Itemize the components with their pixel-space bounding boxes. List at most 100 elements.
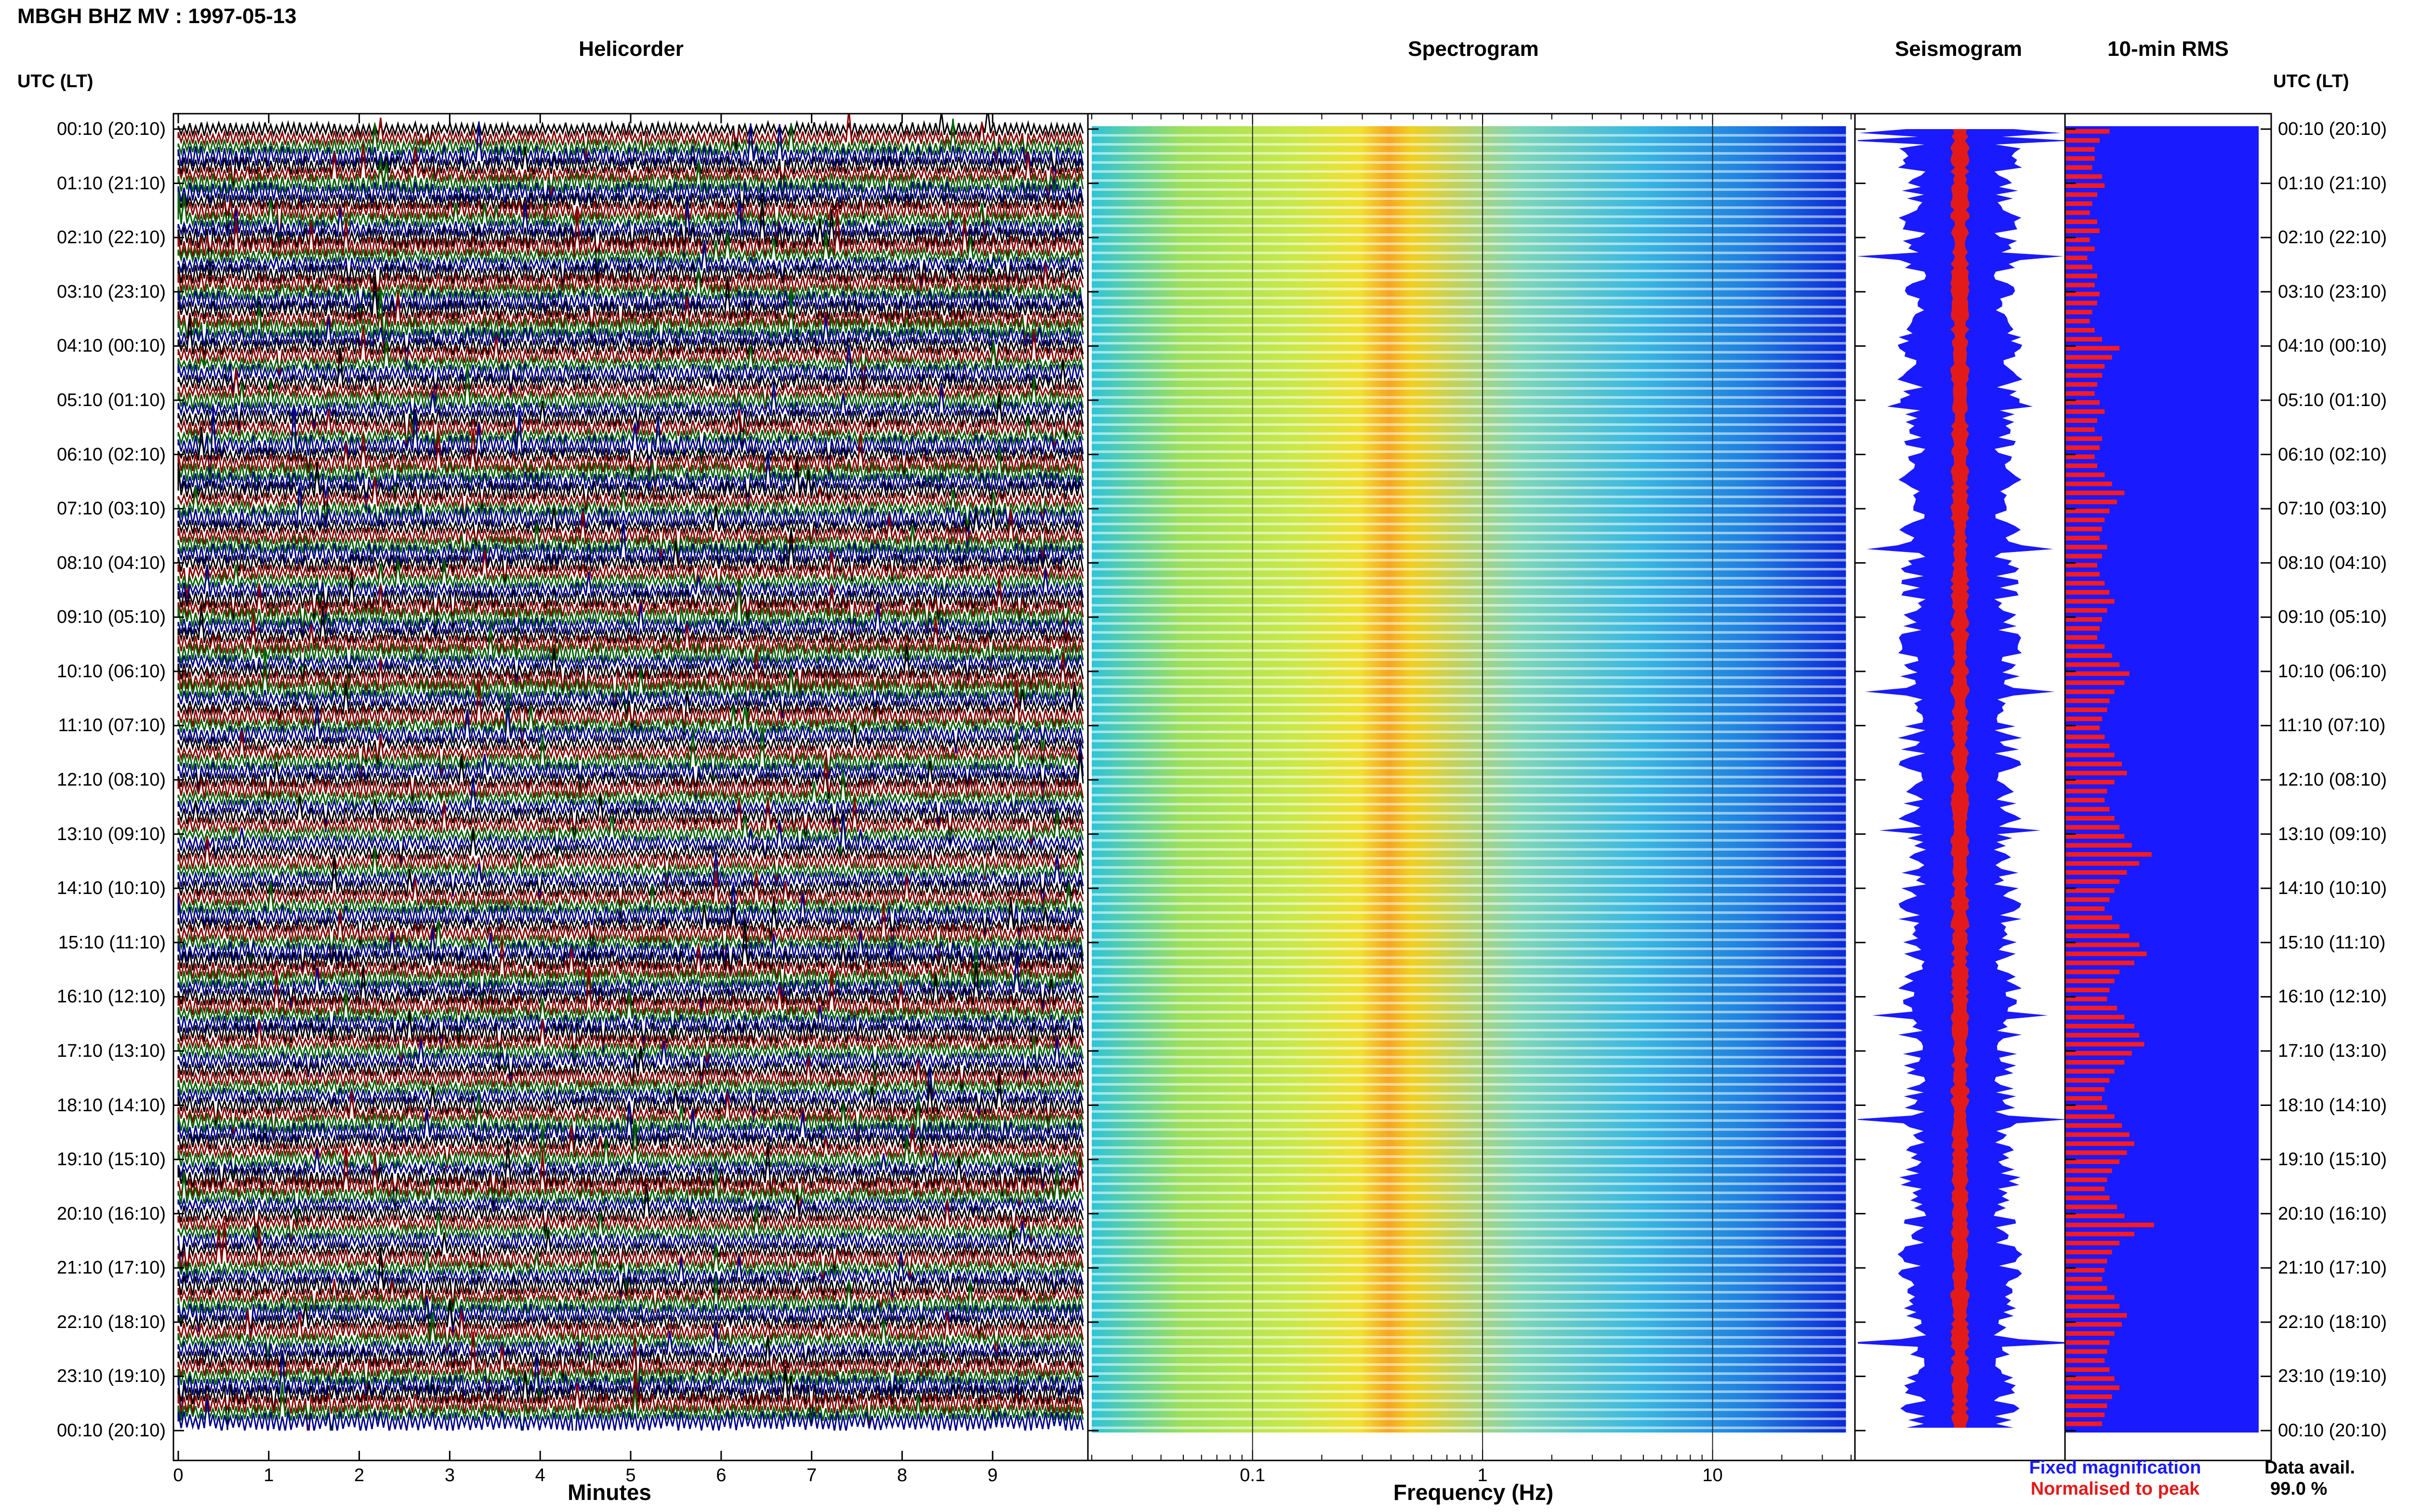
spectrogram-row-gap (1092, 1408, 1846, 1411)
time-label-left: 03:10 (23:10) (56, 281, 166, 302)
spectrogram-row-gap (1092, 595, 1846, 598)
spectrogram-row-gap (1092, 568, 1846, 571)
helicorder-trace (177, 941, 1084, 1009)
spectrogram-row-gap (1092, 261, 1846, 263)
spectrogram-row-gap (1092, 1399, 1846, 1402)
helicorder-trace (177, 1147, 1084, 1192)
spectrogram-row-gap (1092, 269, 1846, 273)
helicorder-trace (177, 290, 1084, 312)
time-label-right: 08:10 (04:10) (2278, 552, 2387, 573)
spectrogram-row-gap (1092, 739, 1846, 742)
helicorder-trace (177, 847, 1084, 880)
spectrogram-row-gap (1092, 432, 1846, 435)
rms-bar (2065, 707, 2107, 712)
rms-bar (2065, 364, 2105, 369)
rms-bar (2065, 1421, 2102, 1426)
helicorder-trace (177, 870, 1084, 914)
spectrogram-row-gap (1092, 1011, 1846, 1013)
helicorder-x-tick-label: 2 (354, 1465, 365, 1486)
spectrogram-row-gap (1092, 1191, 1846, 1194)
rms-bar (2065, 1249, 2112, 1255)
rms-bar (2065, 590, 2110, 595)
rms-bar (2065, 735, 2105, 739)
rms-bar (2065, 1277, 2102, 1282)
time-label-right: 20:10 (16:10) (2278, 1203, 2387, 1224)
rms-bar (2065, 752, 2115, 758)
time-label-left: 21:10 (17:10) (56, 1258, 166, 1278)
rms-bar (2065, 1213, 2125, 1219)
helicorder-trace (177, 1381, 1084, 1431)
helicorder-trace (177, 519, 1084, 565)
rms-bar (2065, 1006, 2117, 1011)
rms-bar (2065, 843, 2132, 848)
spectrogram-row-gap (1092, 1137, 1846, 1140)
helicorder-trace (177, 427, 1084, 481)
time-label-left: 00:10 (20:10) (56, 1420, 166, 1441)
spectrogram-row-gap (1092, 640, 1846, 643)
spectrogram-row-gap (1092, 324, 1846, 327)
rms-bar (2065, 1232, 2134, 1236)
spectrogram-row-gap (1092, 848, 1846, 851)
helicorder-trace (177, 881, 1084, 930)
helicorder-trace (177, 652, 1084, 688)
time-label-right: 13:10 (09:10) (2278, 824, 2387, 844)
rms-bar (2065, 563, 2097, 568)
spectrogram-row-gap (1092, 215, 1846, 218)
spectrogram-row-gap (1092, 1227, 1846, 1231)
helicorder-trace (177, 1322, 1084, 1368)
axis-ticks (173, 114, 2271, 1460)
helicorder-trace (177, 1037, 1084, 1089)
helicorder-trace (177, 509, 1084, 567)
helicorder-trace (177, 1248, 1084, 1310)
spectrogram-row-gap (1092, 531, 1846, 535)
rms-bar (2065, 852, 2152, 857)
rms-bar (2065, 825, 2119, 830)
helicorder-trace (177, 1166, 1084, 1228)
time-label-left: 14:10 (10:10) (56, 878, 166, 899)
helicorder-trace (177, 240, 1084, 295)
spectrogram-row-gap (1092, 315, 1846, 317)
spectrogram-x-label: Frequency (Hz) (1393, 1480, 1554, 1505)
spectrogram-row-gap (1092, 893, 1846, 896)
spectrogram-row-gap (1092, 1309, 1846, 1312)
helicorder-trace (177, 1195, 1084, 1215)
rms-bar (2065, 463, 2097, 468)
time-label-right: 01:10 (21:10) (2278, 173, 2387, 194)
rms-bar (2065, 156, 2095, 161)
rms-bar (2065, 301, 2097, 305)
spectrogram-row-gap (1092, 577, 1846, 580)
helicorder-trace (177, 1220, 1084, 1274)
rms-bar (2065, 373, 2102, 378)
rms-bar (2065, 509, 2110, 513)
spectrogram-row-gap (1092, 1092, 1846, 1095)
rms-bar (2065, 382, 2097, 387)
rms-bar (2065, 237, 2090, 242)
helicorder-x-tick-label: 6 (716, 1465, 727, 1486)
rms-bar (2065, 183, 2105, 188)
spectrogram-row-gap (1092, 1110, 1846, 1113)
seismogram-plot (1858, 129, 2065, 1428)
rms-bar (2065, 725, 2100, 730)
rms-bar (2065, 192, 2097, 197)
helicorder-trace (177, 1275, 1084, 1342)
rms-bar (2065, 970, 2119, 974)
rms-bar (2065, 473, 2105, 477)
spectrogram-row-gap (1092, 477, 1846, 480)
spectrogram-title: Spectrogram (1408, 37, 1539, 61)
helicorder-trace (177, 730, 1084, 782)
rms-bar (2065, 816, 2115, 821)
helicorder-trace (177, 727, 1084, 794)
rms-bar (2065, 1024, 2134, 1028)
spectrogram-x-tick-label: 1 (1477, 1465, 1488, 1486)
time-label-right: 17:10 (13:10) (2278, 1040, 2387, 1061)
spectrogram-row-gap (1092, 947, 1846, 950)
rms-bar (2065, 283, 2095, 288)
spectrogram-row-gap (1092, 1074, 1846, 1077)
helicorder-trace (177, 1331, 1084, 1399)
spectrogram-row-gap (1092, 766, 1846, 770)
helicorder-trace (177, 1200, 1084, 1247)
rms-bar (2065, 1105, 2107, 1110)
rms-bar (2065, 1241, 2119, 1246)
helicorder-trace (177, 144, 1084, 202)
helicorder-trace (177, 575, 1084, 643)
